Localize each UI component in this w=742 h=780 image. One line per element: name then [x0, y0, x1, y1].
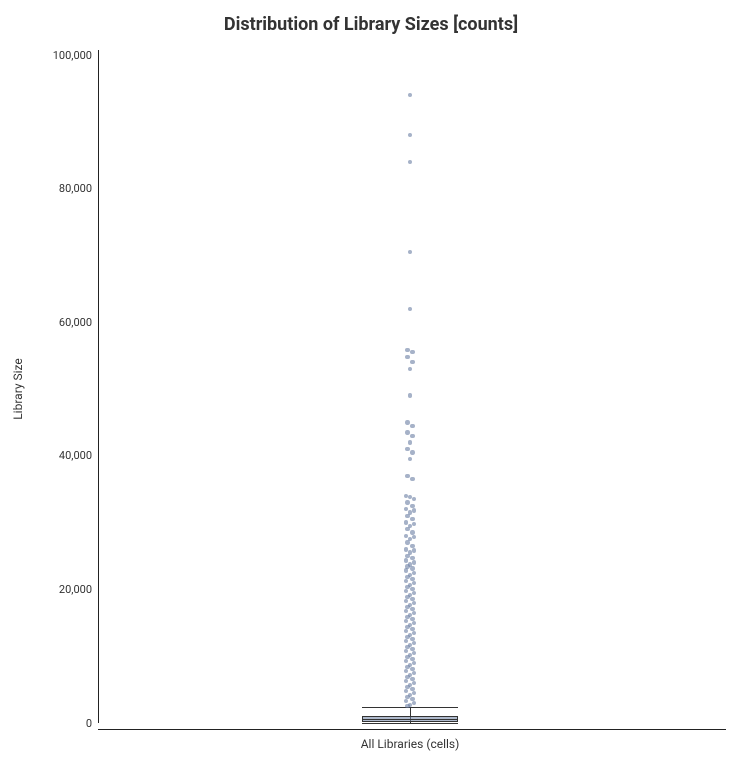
outlier-point — [410, 424, 414, 428]
outlier-point — [404, 568, 408, 572]
outlier-point — [412, 601, 416, 605]
outlier-point — [404, 649, 408, 653]
outlier-point — [405, 420, 409, 424]
outlier-point — [412, 535, 416, 539]
outlier-point — [408, 93, 412, 97]
outlier-point — [410, 517, 414, 521]
outlier-point — [408, 393, 412, 397]
outlier-point — [408, 160, 412, 164]
outlier-point — [405, 527, 409, 531]
outlier-point — [405, 348, 409, 352]
outlier-point — [412, 641, 416, 645]
chart-title: Distribution of Library Sizes [counts] — [224, 14, 518, 35]
outlier-point — [404, 619, 408, 623]
y-axis-title: Library Size — [11, 358, 25, 420]
outlier-point — [412, 548, 416, 552]
whisker-cap-bottom — [362, 723, 459, 724]
outlier-point — [412, 497, 416, 501]
outlier-point — [412, 611, 416, 615]
outlier-point — [412, 591, 416, 595]
y-tick-label: 20,000 — [59, 583, 92, 596]
whisker-cap-top — [362, 707, 459, 708]
outlier-point — [412, 571, 416, 575]
x-axis-title: All Libraries (cells) — [361, 737, 460, 751]
outlier-point — [410, 477, 414, 481]
outlier-point — [410, 434, 414, 438]
outlier-point — [412, 581, 416, 585]
y-tick-label: 60,000 — [59, 316, 92, 329]
outlier-point — [412, 651, 416, 655]
outlier-point — [405, 514, 409, 518]
plot-area — [98, 55, 722, 723]
outlier-point — [405, 540, 409, 544]
outlier-point — [412, 691, 416, 695]
outlier-point — [408, 307, 412, 311]
outlier-point — [405, 447, 409, 451]
outlier-point — [404, 599, 408, 603]
outlier-point — [410, 350, 414, 354]
median-line — [362, 719, 459, 720]
outlier-point — [405, 500, 409, 504]
outlier-point — [410, 450, 414, 454]
outlier-point — [408, 367, 412, 371]
y-tick-label: 80,000 — [59, 182, 92, 195]
outlier-point — [408, 133, 412, 137]
outlier-point — [412, 701, 416, 705]
outlier-point — [405, 430, 409, 434]
y-tick-label: 40,000 — [59, 449, 92, 462]
outlier-point — [404, 579, 408, 583]
outlier-point — [404, 669, 408, 673]
outlier-point — [404, 659, 408, 663]
outlier-point — [412, 631, 416, 635]
outlier-point — [404, 679, 408, 683]
outlier-point — [405, 355, 409, 359]
outlier-point — [410, 360, 414, 364]
outlier-point — [412, 621, 416, 625]
outlier-point — [412, 681, 416, 685]
outlier-point — [405, 474, 409, 478]
outlier-point — [412, 508, 416, 512]
y-axis-line — [98, 50, 99, 723]
y-tick-label: 100,000 — [53, 49, 92, 62]
outlier-point — [412, 661, 416, 665]
outlier-point — [408, 457, 412, 461]
outlier-point — [404, 639, 408, 643]
outlier-point — [404, 609, 408, 613]
outlier-point — [408, 250, 412, 254]
y-tick-label: 0 — [86, 717, 92, 730]
x-axis-line — [98, 729, 726, 730]
outlier-point — [412, 560, 416, 564]
outlier-point — [412, 671, 416, 675]
outlier-point — [408, 440, 412, 444]
boxplot-chart: Distribution of Library Sizes [counts] L… — [0, 0, 742, 780]
outlier-point — [404, 629, 408, 633]
outlier-point — [412, 522, 416, 526]
outlier-point — [404, 589, 408, 593]
